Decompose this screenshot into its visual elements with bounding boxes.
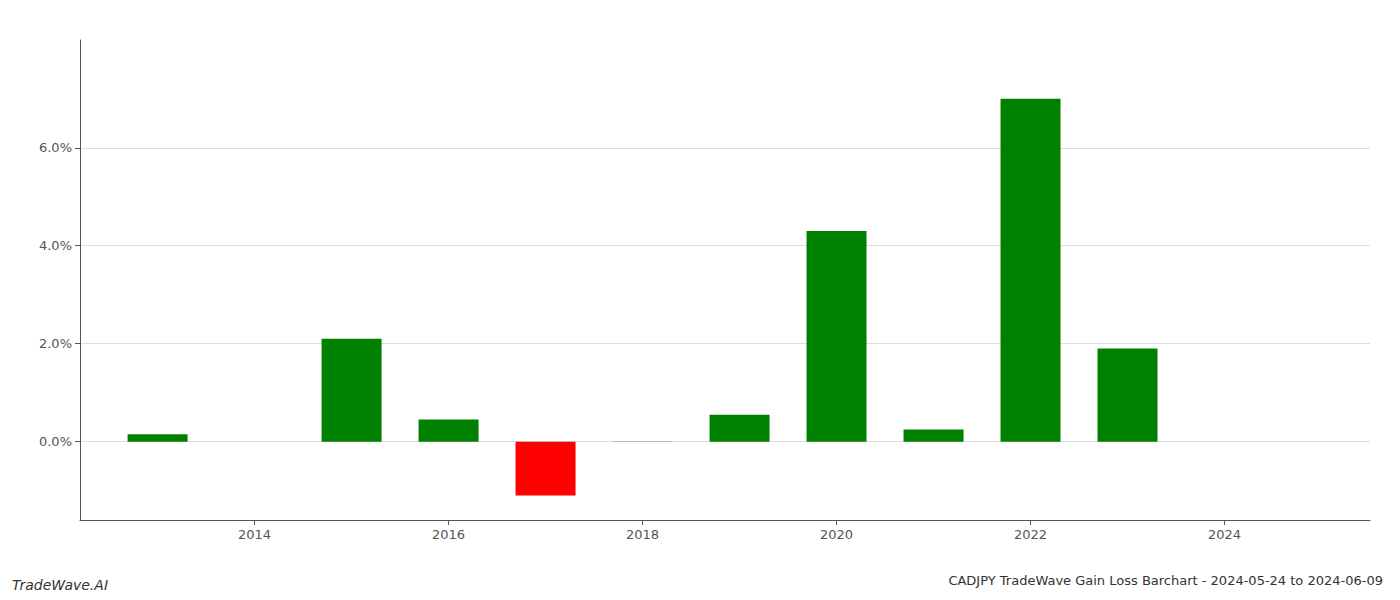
svg-text:TradeWave.AI: TradeWave.AI xyxy=(12,577,108,593)
svg-text:2018: 2018 xyxy=(626,527,659,542)
svg-text:0.0%: 0.0% xyxy=(39,434,72,449)
svg-text:2022: 2022 xyxy=(1014,527,1047,542)
svg-text:2024: 2024 xyxy=(1208,527,1241,542)
svg-text:2.0%: 2.0% xyxy=(39,336,72,351)
svg-text:2016: 2016 xyxy=(432,527,465,542)
svg-text:4.0%: 4.0% xyxy=(39,238,72,253)
svg-text:CADJPY TradeWave Gain Loss Bar: CADJPY TradeWave Gain Loss Barchart - 20… xyxy=(948,573,1383,588)
svg-text:2020: 2020 xyxy=(820,527,853,542)
svg-text:2014: 2014 xyxy=(238,527,271,542)
svg-text:6.0%: 6.0% xyxy=(39,140,72,155)
